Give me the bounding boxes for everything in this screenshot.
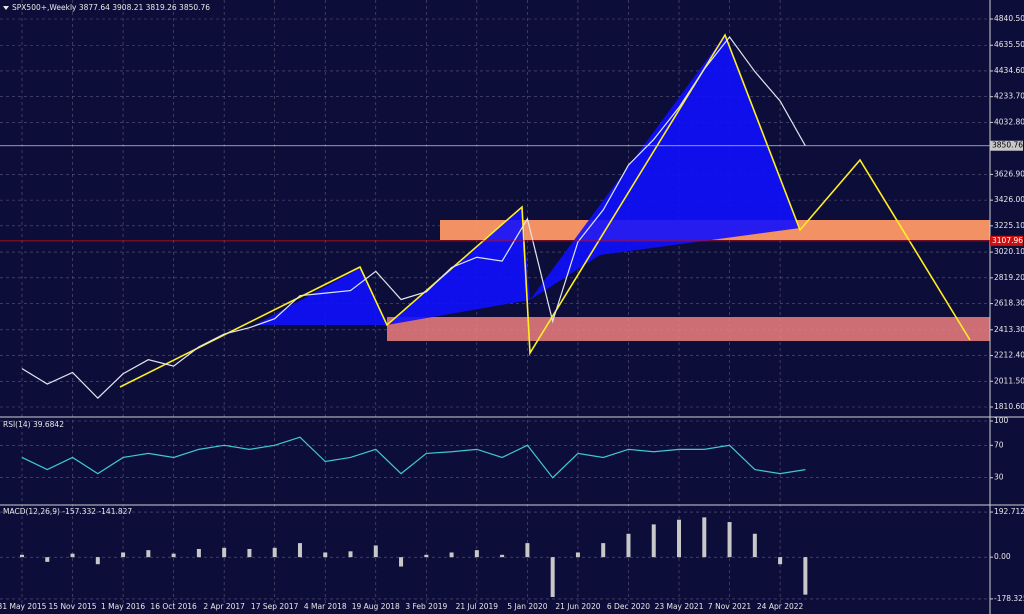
x-tick-label: 23 May 2021 (655, 602, 704, 611)
x-tick-label: 7 Nov 2021 (708, 602, 751, 611)
histogram-bar (247, 548, 252, 558)
histogram-bar (525, 543, 530, 558)
x-tick-label: 6 Dec 2020 (607, 602, 650, 611)
chart-title: SPX500+,Weekly 3877.64 3908.21 3819.26 3… (12, 3, 210, 12)
histogram-bar (348, 551, 353, 558)
histogram-bar (601, 543, 606, 558)
y-tick-label: 4032.80 (994, 117, 1024, 126)
price-line (21, 35, 806, 399)
histogram-bar (45, 557, 50, 562)
y-tick-label: 1810.60 (994, 402, 1024, 411)
histogram-bar (500, 554, 505, 558)
y-tick-label: 2618.30 (994, 299, 1024, 308)
x-tick-label: 15 Nov 2015 (49, 602, 97, 611)
y-tick-label: 3626.90 (994, 169, 1024, 178)
x-tick-label: 19 Aug 2018 (352, 602, 400, 611)
x-tick-label: 31 May 2015 (0, 602, 47, 611)
y-tick-label: -178.325 (994, 594, 1024, 603)
x-tick-label: 17 Sep 2017 (251, 602, 299, 611)
histogram-bar (752, 533, 757, 558)
price-line (21, 436, 806, 479)
y-tick-label: 2413.30 (994, 325, 1024, 334)
menu-arrow[interactable] (3, 6, 9, 10)
y-tick-label: 70 (994, 440, 1004, 449)
y-tick-label: 4840.50 (994, 14, 1024, 23)
y-tick-label: 3020.10 (994, 247, 1024, 256)
pattern-zones (119, 33, 990, 388)
y-tick-label: 192.712 (994, 507, 1024, 516)
histogram-bar (702, 517, 707, 558)
macd-title: MACD(12,26,9) -157.332 -141.827 (3, 507, 132, 516)
histogram-bar (95, 557, 100, 565)
histogram-bar (146, 550, 151, 558)
histogram-bar (677, 519, 682, 558)
histogram-bar (651, 524, 656, 558)
y-tick-label: 4233.70 (994, 92, 1024, 101)
x-tick-label: 16 Oct 2016 (150, 602, 197, 611)
histogram-bar (70, 553, 75, 558)
histogram-bar (272, 547, 277, 558)
x-tick-label: 21 Jul 2019 (456, 602, 499, 611)
histogram-bar (20, 554, 24, 558)
histogram-bar (373, 545, 378, 558)
histogram-bar (424, 554, 429, 558)
y-tick-label: 4635.50 (994, 40, 1024, 49)
y-tick-label: 3426.00 (994, 195, 1024, 204)
price-tag (990, 140, 1023, 151)
histogram-bar (171, 553, 176, 558)
x-tick-label: 4 Mar 2018 (304, 602, 347, 611)
price-tag-label: 3850.76 (992, 141, 1023, 150)
price-tag (990, 235, 1023, 246)
y-tick-label: 2212.40 (994, 351, 1024, 360)
histogram-bar (121, 552, 126, 558)
histogram-bar (803, 557, 808, 595)
pattern-fill (387, 207, 530, 325)
histogram-bar (449, 552, 454, 558)
histogram-bar (323, 552, 328, 558)
x-tick-label: 3 Feb 2019 (405, 602, 447, 611)
rsi-title: RSI(14) 39.6842 (3, 420, 64, 429)
histogram-bar (550, 557, 555, 597)
histogram-bar (222, 547, 227, 558)
y-tick-label: 30 (994, 473, 1004, 482)
price-tag-label: 3107.96 (992, 236, 1023, 245)
histogram-bar (474, 550, 479, 558)
histogram-bar (575, 552, 580, 558)
x-tick-label: 2 Apr 2017 (203, 602, 245, 611)
y-tick-label: 3225.10 (994, 221, 1024, 230)
y-tick-label: 100 (994, 416, 1009, 425)
histogram-bar (727, 522, 732, 558)
x-tick-label: 5 Jan 2020 (507, 602, 547, 611)
support-zone (387, 317, 990, 341)
pattern-fill (255, 268, 387, 325)
y-tick-label: 0.00 (994, 552, 1011, 561)
y-tick-label: 2011.50 (994, 376, 1024, 385)
y-tick-label: 4434.60 (994, 66, 1024, 75)
x-tick-label: 1 May 2016 (101, 602, 145, 611)
histogram-bar (297, 543, 302, 558)
histogram-bar (778, 557, 783, 565)
histogram-bar (626, 533, 631, 558)
harmonic-pattern (119, 33, 971, 388)
histogram-bar (196, 548, 201, 558)
x-tick-label: 24 Apr 2022 (757, 602, 804, 611)
histogram-bar (399, 557, 404, 567)
y-tick-label: 2819.20 (994, 273, 1024, 282)
x-tick-label: 21 Jun 2020 (555, 602, 600, 611)
pattern-fill (530, 35, 800, 300)
